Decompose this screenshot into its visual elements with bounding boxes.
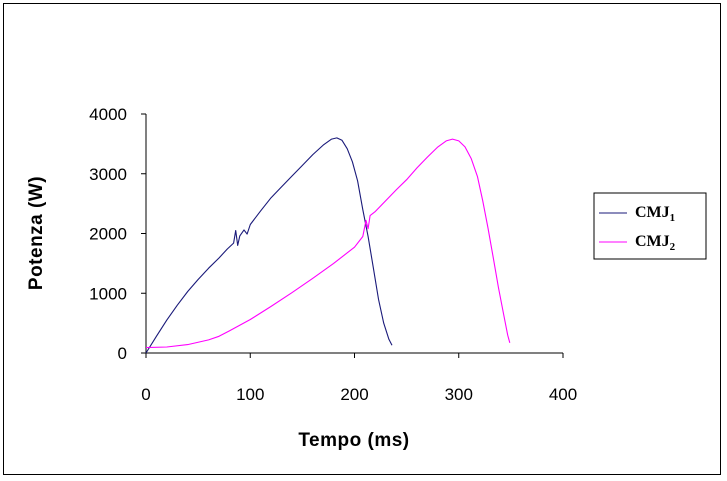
y-tick-label: 2000 bbox=[89, 225, 127, 244]
y-tick-label: 1000 bbox=[89, 284, 127, 303]
x-tick-label: 100 bbox=[236, 385, 264, 404]
series-line-cmj1 bbox=[145, 137, 393, 354]
x-tick-label: 300 bbox=[445, 385, 473, 404]
x-tick-label: 200 bbox=[340, 385, 368, 404]
legend-label-cmj1-main: CMJ bbox=[635, 204, 670, 221]
axes bbox=[145, 114, 563, 354]
x-axis-title: Tempo (ms) bbox=[298, 430, 409, 451]
legend: CMJ1 CMJ2 bbox=[593, 192, 707, 260]
legend-label-cmj2: CMJ2 bbox=[635, 233, 676, 253]
y-tick-label: 3000 bbox=[89, 165, 127, 184]
y-axis-title: Potenza (W) bbox=[26, 176, 47, 290]
x-ticks: 0 100 200 300 400 bbox=[141, 353, 577, 404]
y-tick-label: 0 bbox=[118, 344, 127, 363]
y-tick-label: 4000 bbox=[89, 105, 127, 124]
series-group bbox=[145, 137, 511, 354]
series-line-cmj2 bbox=[145, 138, 511, 349]
legend-label-cmj1-sub: 1 bbox=[670, 212, 676, 224]
legend-label-cmj2-main: CMJ bbox=[635, 233, 670, 250]
x-tick-label: 0 bbox=[141, 385, 150, 404]
x-tick-label: 400 bbox=[549, 385, 577, 404]
legend-label-cmj1: CMJ1 bbox=[635, 204, 675, 224]
legend-label-cmj2-sub: 2 bbox=[670, 241, 676, 253]
legend-box bbox=[593, 192, 707, 260]
y-ticks: 0 1000 2000 3000 4000 bbox=[89, 105, 146, 363]
